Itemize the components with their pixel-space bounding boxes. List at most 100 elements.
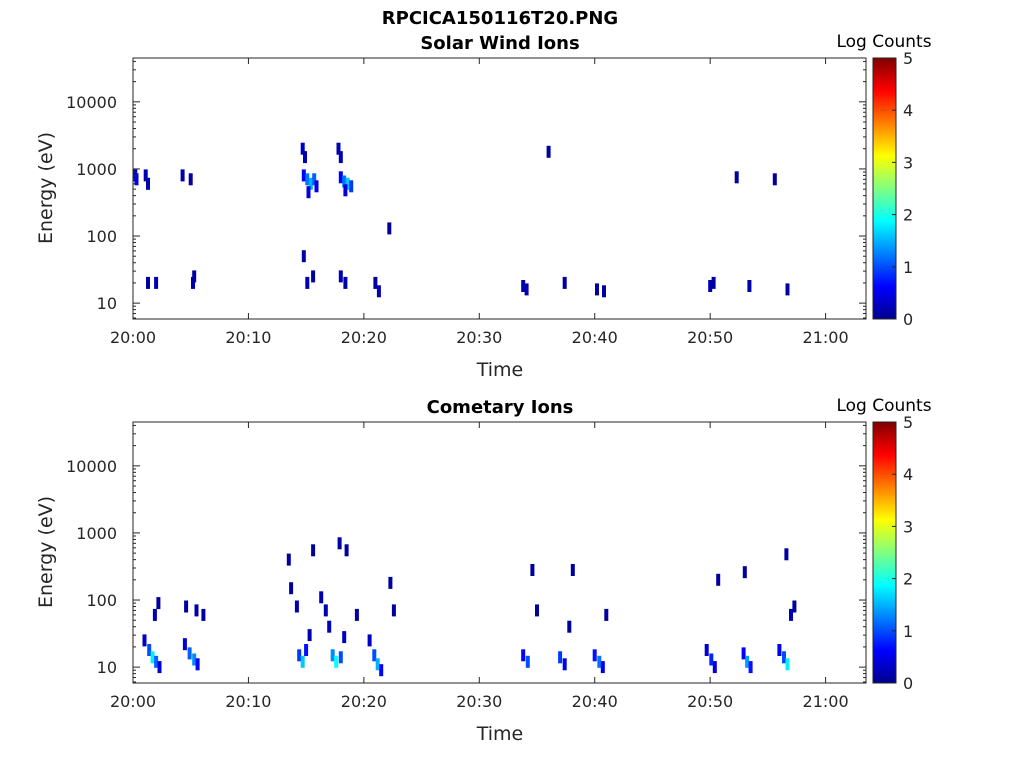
heatmap-cell <box>300 655 305 668</box>
heatmap-cell <box>777 644 782 656</box>
heatmap-cell <box>772 173 777 186</box>
heatmap-cell <box>742 566 747 579</box>
x-tick-label: 20:20 <box>341 692 387 711</box>
heatmap-cell <box>716 573 721 586</box>
heatmap-cell <box>192 270 197 283</box>
heatmap-cell <box>294 600 299 613</box>
axis-ticks: 20:00 20:10 20:20 20:30 20:40 20:50 21:00 10 100… <box>66 422 866 711</box>
heatmap-cell <box>146 177 150 190</box>
heatmap-cell <box>152 608 157 621</box>
y-tick-label: 10000 <box>66 457 117 476</box>
heatmap-cell <box>191 276 195 289</box>
heatmap-cell <box>330 649 335 662</box>
heatmap-cell <box>343 276 348 289</box>
colorbar-tick-label: 3 <box>903 153 913 172</box>
heatmap-cell <box>345 177 350 190</box>
x-tick-label: 20:10 <box>225 328 271 347</box>
heatmap-cell <box>704 644 709 656</box>
heatmap-cell <box>305 173 310 186</box>
heatmap-cell <box>156 597 161 610</box>
x-tick-label: 20:30 <box>456 328 502 347</box>
heatmap-cell <box>558 651 563 664</box>
heatmap-cell <box>194 604 199 617</box>
heatmap-cell <box>306 186 311 199</box>
plot-frame <box>132 421 867 684</box>
heatmap-cell <box>338 651 343 664</box>
x-tick-label: 21:00 <box>803 328 849 347</box>
heatmap-cell <box>592 649 597 662</box>
colorbar-tick-label: 0 <box>903 674 913 693</box>
heatmap-cell <box>546 145 551 158</box>
heatmap-cell <box>134 173 139 186</box>
colorbar-tick-label: 4 <box>903 101 913 120</box>
colorbar-tick-label: 1 <box>903 622 913 641</box>
heatmap-cell <box>143 169 148 182</box>
heatmap-cell <box>379 664 384 677</box>
panel-solar-wind: Solar Wind Ions 20:00 20:10 20:20 20:30 20:4… <box>35 32 932 381</box>
heatmap-cell <box>709 653 714 666</box>
heatmap-cell <box>367 634 372 647</box>
heatmap-cell <box>182 638 187 651</box>
heatmap-cell <box>323 604 328 617</box>
heatmap-cell <box>343 184 348 197</box>
heatmap-cell <box>319 591 324 604</box>
x-tick-label: 20:00 <box>110 692 156 711</box>
colorbar-tick-label: 2 <box>903 206 913 225</box>
colorbar-tick-label: 3 <box>903 517 913 536</box>
heatmap-cell <box>195 658 200 671</box>
y-axis-label: Energy (eV) <box>35 132 57 244</box>
heatmap-cell <box>142 634 147 647</box>
colorbar-label: Log Counts <box>836 32 931 52</box>
heatmap-cell <box>289 582 294 595</box>
heatmap-cell <box>184 600 189 613</box>
panel-title: Cometary Ions <box>427 397 574 418</box>
heatmap-cell <box>147 644 152 656</box>
heatmap-cell <box>314 180 319 193</box>
heatmap-cell <box>342 631 347 644</box>
heatmap-cell <box>708 280 713 292</box>
heatmap-cell <box>391 604 396 617</box>
heatmap-cell <box>301 250 306 263</box>
heatmap-cell <box>180 169 185 182</box>
colorbar-ticks: 0 1 2 3 4 5 <box>892 413 913 693</box>
heatmap-cell <box>372 649 377 662</box>
x-tick-label: 20:40 <box>572 692 618 711</box>
heatmap-cell <box>525 655 530 668</box>
heatmap-cell <box>336 142 341 155</box>
heatmap-cell <box>524 283 529 296</box>
colorbar-tick-label: 5 <box>903 49 913 68</box>
heatmap-cell <box>338 270 343 283</box>
heatmap-cell <box>301 169 306 182</box>
heatmap-cell <box>530 564 535 576</box>
heatmap-cell <box>789 608 793 621</box>
heatmap-cells <box>133 142 790 298</box>
heatmap-cell <box>338 171 343 184</box>
heatmap-cell <box>785 283 790 296</box>
heatmap-cell <box>373 276 378 289</box>
heatmap-cell <box>334 655 339 668</box>
heatmap-cell <box>303 151 307 164</box>
plot-frame <box>132 57 867 320</box>
heatmap-cell <box>595 283 599 296</box>
heatmap-cell <box>311 270 316 283</box>
heatmap-cell <box>297 649 302 662</box>
colorbar-label: Log Counts <box>836 396 931 416</box>
heatmap-cell <box>388 576 393 589</box>
y-tick-label: 1000 <box>76 524 117 543</box>
heatmap-cells <box>142 537 797 677</box>
heatmap-cell <box>312 173 317 186</box>
x-axis-label: Time <box>476 359 524 381</box>
y-tick-label: 10 <box>97 658 117 677</box>
heatmap-cell <box>307 629 312 642</box>
heatmap-cell <box>741 647 746 660</box>
y-tick-label: 100 <box>86 591 117 610</box>
heatmap-cell <box>192 653 197 666</box>
colorbar-tick-label: 4 <box>903 465 913 484</box>
heatmap-cell <box>187 647 192 660</box>
x-tick-label: 20:10 <box>225 692 271 711</box>
heatmap-cell <box>150 651 155 664</box>
heatmap-cell <box>734 171 739 184</box>
panel-cometary: Cometary Ions 20:00 20:10 20:20 20:30 20:40 2… <box>35 396 932 745</box>
y-tick-label: 100 <box>86 227 117 246</box>
